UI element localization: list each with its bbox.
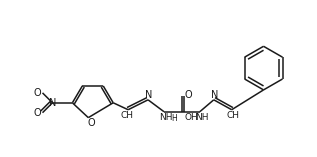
Text: O: O [87,118,95,128]
Text: CH: CH [121,111,134,120]
Text: O: O [34,108,41,118]
Text: N: N [49,98,56,108]
Text: OH: OH [185,113,199,122]
Text: CH: CH [226,111,239,120]
Text: O: O [184,90,192,100]
Text: N: N [146,90,153,100]
Text: O: O [34,88,41,98]
Text: H: H [171,114,177,123]
Text: NH: NH [159,113,173,122]
Text: NH: NH [195,113,209,122]
Text: N: N [211,90,218,100]
